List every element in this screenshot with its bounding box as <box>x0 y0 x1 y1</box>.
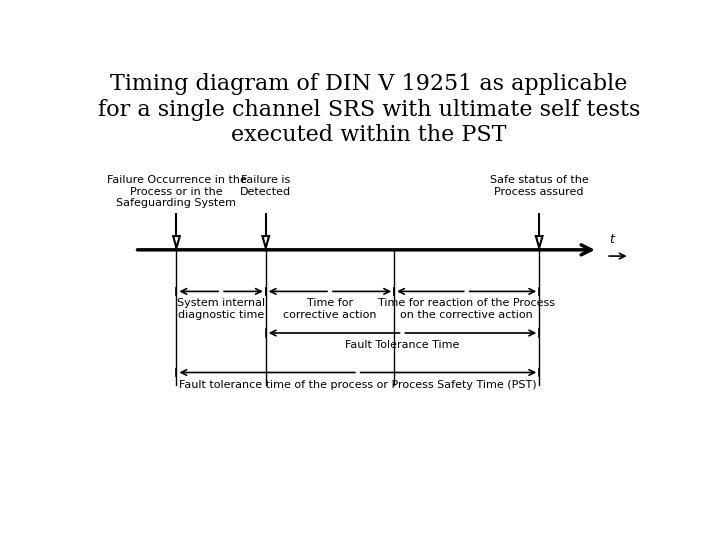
Text: t: t <box>609 233 614 246</box>
Text: Fault Tolerance Time: Fault Tolerance Time <box>346 340 459 350</box>
Text: Time for reaction of the Process
on the corrective action: Time for reaction of the Process on the … <box>378 299 555 320</box>
Text: Fault tolerance time of the process or Process Safety Time (PST): Fault tolerance time of the process or P… <box>179 380 536 389</box>
Polygon shape <box>536 236 543 248</box>
Text: Failure Occurrence in the
Process or in the
Safeguarding System: Failure Occurrence in the Process or in … <box>107 175 246 208</box>
Polygon shape <box>262 236 269 248</box>
Text: Timing diagram of DIN V 19251 as applicable
for a single channel SRS with ultima: Timing diagram of DIN V 19251 as applica… <box>98 73 640 146</box>
Text: Safe status of the
Process assured: Safe status of the Process assured <box>490 175 588 197</box>
Text: System internal
diagnostic time: System internal diagnostic time <box>177 299 265 320</box>
Text: Time for
corrective action: Time for corrective action <box>283 299 377 320</box>
Polygon shape <box>173 236 180 248</box>
Text: Failure is
Detected: Failure is Detected <box>240 175 292 197</box>
